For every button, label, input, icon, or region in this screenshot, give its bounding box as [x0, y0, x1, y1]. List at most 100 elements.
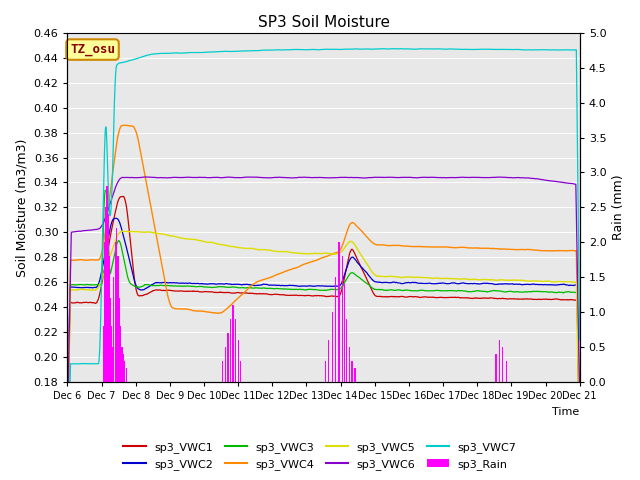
sp3_VWC2: [300, 283, 307, 289]
sp3_VWC4: [561, 248, 569, 254]
Bar: [499, 340, 500, 383]
Bar: [112, 348, 113, 383]
Bar: [104, 242, 106, 383]
sp3_VWC2: [63, 444, 71, 450]
sp3_VWC4: [122, 122, 129, 128]
Title: SP3 Soil Moisture: SP3 Soil Moisture: [257, 15, 390, 30]
sp3_VWC1: [90, 300, 97, 306]
Bar: [240, 361, 241, 383]
Bar: [355, 369, 356, 383]
sp3_VWC3: [561, 289, 569, 295]
sp3_VWC6: [300, 174, 307, 180]
sp3_VWC1: [63, 452, 71, 457]
Bar: [506, 361, 507, 383]
sp3_VWC5: [561, 279, 569, 285]
sp3_VWC5: [300, 251, 307, 256]
Bar: [335, 277, 336, 383]
Bar: [324, 361, 326, 383]
sp3_VWC1: [313, 293, 321, 299]
sp3_VWC4: [313, 257, 321, 263]
Bar: [125, 369, 127, 383]
Bar: [502, 348, 504, 383]
sp3_VWC2: [313, 283, 321, 289]
sp3_VWC7: [561, 47, 569, 53]
sp3_VWC6: [246, 174, 254, 180]
sp3_VWC6: [63, 417, 71, 423]
Line: sp3_VWC2: sp3_VWC2: [67, 218, 580, 447]
sp3_VWC3: [561, 289, 569, 295]
Line: sp3_VWC4: sp3_VWC4: [67, 125, 580, 436]
Legend: sp3_VWC1, sp3_VWC2, sp3_VWC3, sp3_VWC4, sp3_VWC5, sp3_VWC6, sp3_VWC7, sp3_Rain: sp3_VWC1, sp3_VWC2, sp3_VWC3, sp3_VWC4, …: [119, 438, 521, 474]
Bar: [123, 354, 124, 383]
sp3_VWC7: [576, 337, 584, 343]
sp3_VWC7: [561, 47, 569, 53]
sp3_VWC3: [300, 287, 307, 292]
sp3_VWC7: [63, 478, 71, 480]
Bar: [102, 326, 104, 383]
sp3_VWC5: [63, 440, 71, 445]
sp3_VWC1: [576, 451, 584, 456]
sp3_VWC4: [300, 262, 307, 267]
Bar: [235, 320, 236, 383]
sp3_VWC5: [467, 276, 475, 282]
sp3_VWC6: [576, 393, 584, 399]
sp3_VWC3: [467, 289, 475, 295]
Bar: [108, 215, 109, 383]
Bar: [332, 312, 333, 383]
sp3_VWC3: [102, 187, 110, 193]
Bar: [344, 285, 346, 383]
Bar: [328, 340, 330, 383]
Bar: [115, 242, 116, 383]
Bar: [232, 305, 234, 383]
sp3_VWC4: [63, 424, 71, 430]
Bar: [117, 256, 118, 383]
sp3_VWC3: [90, 282, 97, 288]
sp3_VWC2: [90, 285, 97, 290]
sp3_VWC1: [561, 297, 569, 302]
Bar: [342, 256, 343, 383]
sp3_VWC6: [561, 180, 569, 186]
Bar: [346, 320, 348, 383]
Bar: [237, 340, 239, 383]
sp3_VWC2: [576, 444, 584, 449]
sp3_VWC1: [561, 297, 569, 302]
sp3_VWC1: [120, 193, 127, 199]
sp3_VWC2: [467, 281, 475, 287]
sp3_VWC1: [300, 293, 307, 299]
Line: sp3_VWC6: sp3_VWC6: [67, 177, 580, 420]
sp3_VWC3: [576, 447, 584, 453]
Bar: [124, 361, 125, 383]
sp3_VWC5: [313, 251, 321, 256]
Bar: [106, 207, 107, 383]
Bar: [106, 187, 108, 383]
sp3_VWC4: [90, 257, 97, 263]
Line: sp3_VWC1: sp3_VWC1: [67, 196, 580, 455]
Bar: [104, 299, 105, 383]
sp3_VWC6: [467, 175, 475, 180]
Bar: [349, 348, 350, 383]
Bar: [351, 361, 353, 383]
Line: sp3_VWC7: sp3_VWC7: [67, 48, 580, 480]
sp3_VWC7: [90, 361, 97, 367]
Bar: [225, 348, 226, 383]
Bar: [119, 299, 120, 383]
sp3_VWC3: [63, 444, 71, 449]
sp3_VWC6: [561, 180, 569, 186]
Bar: [111, 326, 112, 383]
Line: sp3_VWC3: sp3_VWC3: [67, 190, 580, 450]
Y-axis label: Soil Moisture (m3/m3): Soil Moisture (m3/m3): [15, 138, 28, 276]
sp3_VWC7: [467, 47, 475, 52]
sp3_VWC2: [561, 282, 569, 288]
sp3_VWC5: [576, 448, 584, 454]
sp3_VWC2: [113, 216, 120, 221]
sp3_VWC4: [576, 433, 584, 439]
Bar: [120, 326, 122, 383]
Bar: [222, 361, 223, 383]
X-axis label: Time: Time: [552, 407, 580, 417]
Bar: [227, 334, 228, 383]
sp3_VWC4: [561, 248, 569, 254]
Bar: [122, 348, 123, 383]
sp3_VWC5: [561, 279, 569, 285]
Bar: [109, 299, 111, 383]
Bar: [113, 277, 115, 383]
